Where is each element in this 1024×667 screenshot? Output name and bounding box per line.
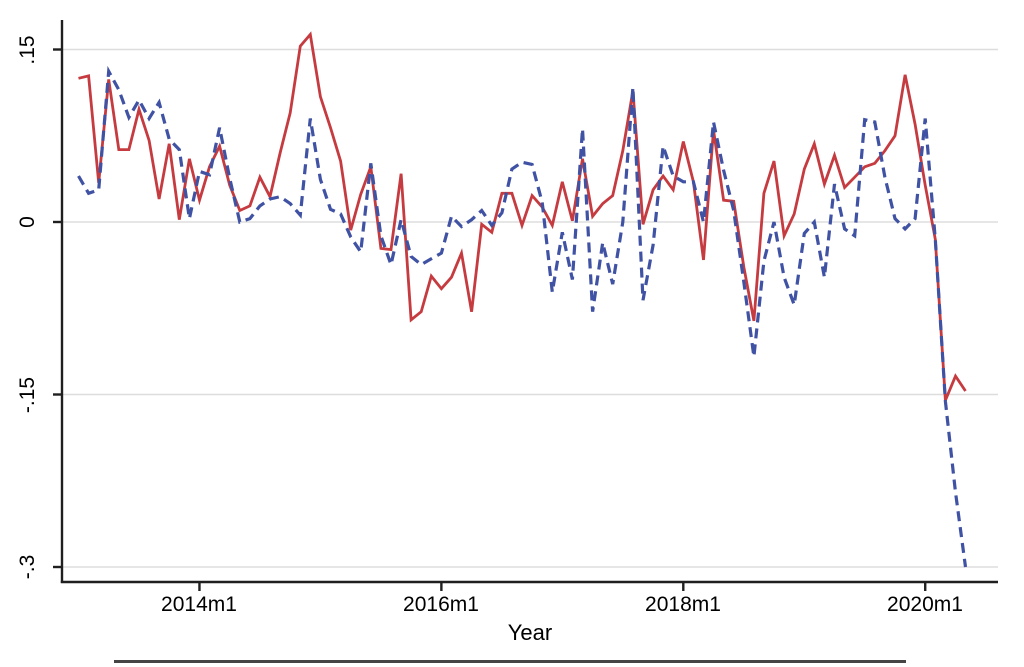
x-tick-label-2016m1: 2016m1 (403, 593, 479, 616)
red-solid-series-line (78, 31, 967, 401)
x-tick-label-2020m1: 2020m1 (887, 593, 963, 616)
x-tick-label-2018m1: 2018m1 (645, 593, 721, 616)
legend-box-top-border-cutoff (114, 660, 906, 663)
y-tick-label-neg015: -.15 (16, 376, 39, 414)
y-tick-label-0: 0 (16, 216, 39, 228)
blue-dashed-series-line (77, 65, 968, 568)
ticks-group (53, 48, 927, 591)
gridlines-group (62, 48, 998, 568)
x-axis-title: Year (507, 620, 553, 645)
y-tick-label-015: .15 (16, 35, 39, 65)
y-tick-label-neg03: -.3 (16, 554, 39, 580)
x-tick-label-2014m1: 2014m1 (161, 593, 237, 616)
